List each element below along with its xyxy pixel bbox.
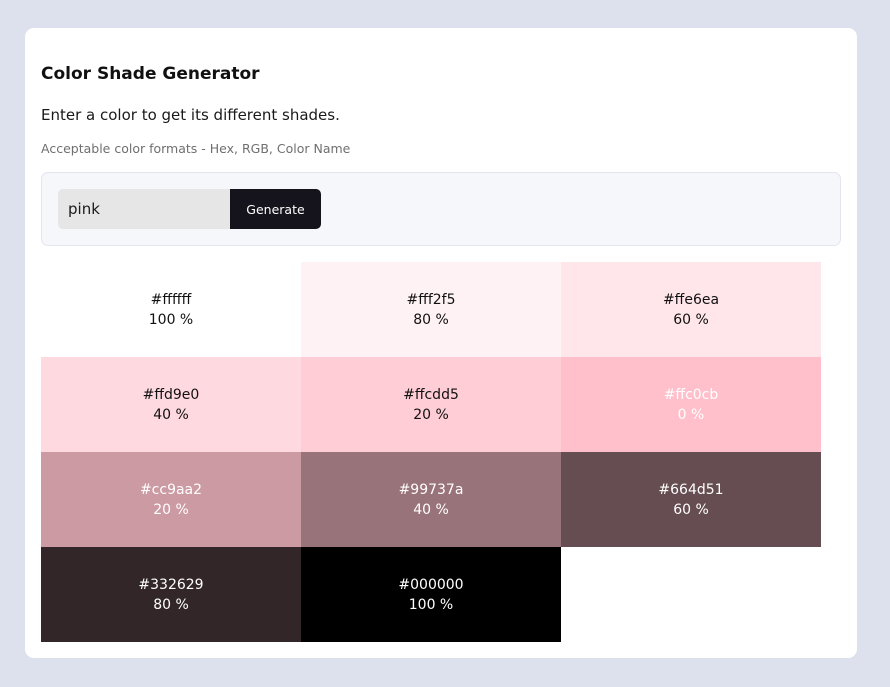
shade-percent: 60 % xyxy=(673,311,709,328)
shade-grid: #ffffff 100 % #fff2f5 80 % #ffe6ea 60 % #ffd9e… xyxy=(41,262,821,642)
shade-swatch: #664d51 60 % xyxy=(561,452,821,547)
shade-swatch: #ffffff 100 % xyxy=(41,262,301,357)
shade-hex: #ffe6ea xyxy=(662,291,720,308)
shade-swatch: #000000 100 % xyxy=(301,547,561,642)
page-subtitle: Enter a color to get its different shade… xyxy=(41,106,340,124)
shade-swatch: #99737a 40 % xyxy=(301,452,561,547)
shade-hex: #ffd9e0 xyxy=(142,386,200,403)
shade-swatch: #ffc0cb 0 % xyxy=(561,357,821,452)
shade-hex: #ffc0cb xyxy=(663,386,719,403)
shade-swatch: #ffcdd5 20 % xyxy=(301,357,561,452)
generate-button[interactable]: Generate xyxy=(230,189,321,229)
shade-swatch: #cc9aa2 20 % xyxy=(41,452,301,547)
color-input[interactable] xyxy=(58,189,230,229)
shade-percent: 40 % xyxy=(413,501,449,518)
shade-hex: #332629 xyxy=(138,576,204,593)
shade-percent: 0 % xyxy=(677,406,705,423)
shade-percent: 80 % xyxy=(413,311,449,328)
shade-hex: #664d51 xyxy=(658,481,724,498)
shade-hex: #000000 xyxy=(398,576,464,593)
shade-swatch: #332629 80 % xyxy=(41,547,301,642)
shade-swatch: #ffe6ea 60 % xyxy=(561,262,821,357)
shade-percent: 80 % xyxy=(153,596,189,613)
generator-card: Color Shade Generator Enter a color to g… xyxy=(25,28,857,658)
shade-percent: 20 % xyxy=(153,501,189,518)
shade-hex: #ffcdd5 xyxy=(403,386,459,403)
page-title: Color Shade Generator xyxy=(41,64,260,84)
shade-swatch: #ffd9e0 40 % xyxy=(41,357,301,452)
shade-hex: #fff2f5 xyxy=(406,291,456,308)
shade-percent: 40 % xyxy=(153,406,189,423)
shade-swatch: #fff2f5 80 % xyxy=(301,262,561,357)
shade-percent: 60 % xyxy=(673,501,709,518)
shade-percent: 100 % xyxy=(408,596,454,613)
input-panel: Generate xyxy=(41,172,841,246)
formats-note: Acceptable color formats - Hex, RGB, Col… xyxy=(41,141,351,156)
shade-percent: 100 % xyxy=(148,311,194,328)
shade-hex: #cc9aa2 xyxy=(139,481,203,498)
shade-hex: #99737a xyxy=(398,481,464,498)
shade-percent: 20 % xyxy=(413,406,449,423)
shade-hex: #ffffff xyxy=(150,291,192,308)
